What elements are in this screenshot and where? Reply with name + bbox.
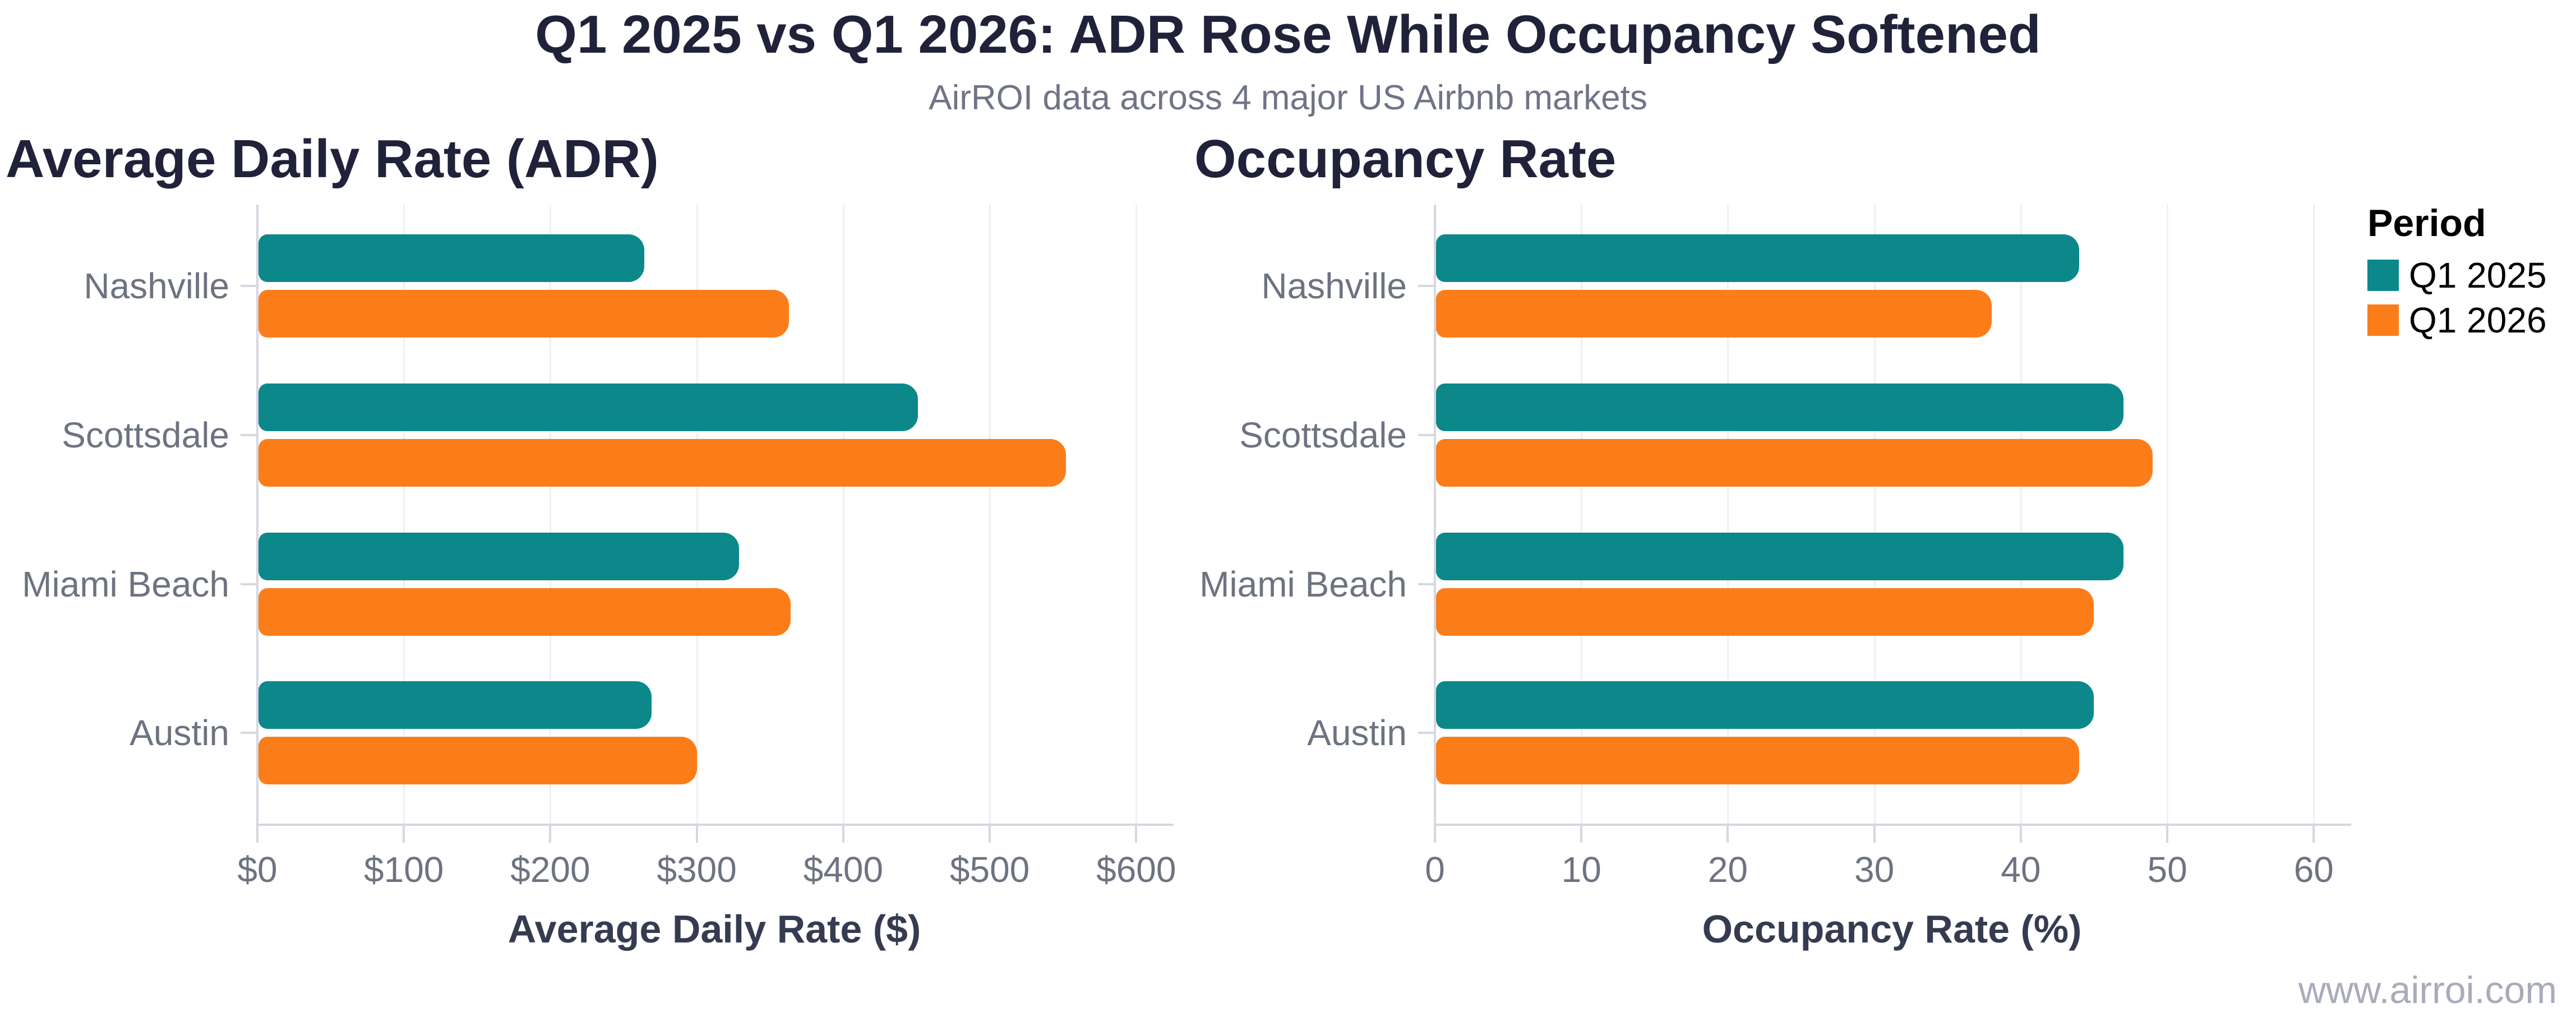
gridline bbox=[2020, 205, 2022, 824]
watermark: www.airroi.com bbox=[2298, 969, 2557, 1011]
x-tick-label: $100 bbox=[364, 849, 444, 890]
bar-q1-2026-miami-beach bbox=[258, 588, 791, 636]
legend-title: Period bbox=[2367, 202, 2486, 244]
category-tick bbox=[241, 433, 256, 436]
bar-q1-2025-austin bbox=[1436, 681, 2094, 729]
category-label: Miami Beach bbox=[22, 563, 229, 604]
y-axis-line bbox=[256, 205, 258, 824]
legend-item-label: Q1 2026 bbox=[2409, 300, 2547, 340]
x-tick-label: 40 bbox=[2001, 849, 2041, 890]
bar-q1-2026-nashville bbox=[258, 290, 790, 338]
gridline bbox=[403, 205, 405, 824]
x-axis-tick bbox=[1873, 826, 1876, 843]
gridline bbox=[989, 205, 991, 824]
bar-q1-2025-nashville bbox=[258, 234, 644, 282]
x-axis-title-0: Average Daily Rate ($) bbox=[507, 907, 921, 951]
gridline bbox=[842, 205, 844, 824]
category-tick bbox=[1418, 583, 1434, 585]
plot-area-occupancy: 0 10 20 30 40 50 60 Nashville Scottsdale Miami Be… bbox=[1199, 205, 2351, 951]
x-tick-label: 60 bbox=[2293, 849, 2334, 890]
legend-item: Q1 2026 bbox=[2367, 300, 2569, 340]
x-tick-label: 10 bbox=[1561, 849, 1601, 890]
bar-q1-2026-austin bbox=[1436, 737, 2080, 785]
gridline bbox=[696, 205, 698, 824]
gridline bbox=[1135, 205, 1138, 824]
bar-q1-2026-nashville bbox=[1436, 290, 1992, 338]
bar-q1-2025-scottsdale bbox=[258, 383, 918, 431]
bar-q1-2026-austin bbox=[258, 737, 697, 785]
figure-title: Q1 2025 vs Q1 2026: ADR Rose While Occup… bbox=[535, 4, 2041, 64]
x-tick-label: 0 bbox=[1425, 849, 1445, 890]
gridline bbox=[2313, 205, 2315, 824]
chart-title-occupancy: Occupancy Rate bbox=[1194, 129, 1617, 189]
bar-q1-2025-miami-beach bbox=[1436, 532, 2123, 580]
x-axis-tick bbox=[1135, 826, 1138, 843]
gridline bbox=[1581, 205, 1583, 824]
x-axis-tick bbox=[1726, 826, 1729, 843]
x-axis-tick bbox=[1580, 826, 1583, 843]
x-axis-tick bbox=[2019, 826, 2022, 843]
x-axis-tick bbox=[549, 826, 552, 843]
category-tick bbox=[1418, 732, 1434, 734]
category-label: Scottsdale bbox=[1239, 414, 1407, 455]
x-axis-tick bbox=[2312, 826, 2315, 843]
category-label: Scottsdale bbox=[62, 414, 229, 455]
gridline bbox=[1727, 205, 1729, 824]
category-tick bbox=[241, 583, 256, 585]
x-tick-label: 20 bbox=[1707, 849, 1748, 890]
category-tick bbox=[241, 285, 256, 287]
bar-q1-2026-miami-beach bbox=[1436, 588, 2094, 636]
x-axis-line bbox=[1434, 824, 2351, 826]
chart-title-adr: Average Daily Rate (ADR) bbox=[6, 129, 659, 189]
x-tick-label: $300 bbox=[657, 849, 737, 890]
x-axis-tick bbox=[2166, 826, 2169, 843]
x-axis-tick bbox=[256, 826, 258, 843]
bar-q1-2026-scottsdale bbox=[1436, 438, 2153, 487]
bar-q1-2025-austin bbox=[258, 681, 652, 729]
x-axis-title-1: Occupancy Rate (%) bbox=[1702, 907, 2082, 951]
figure-subtitle: AirROI data across 4 major US Airbnb mar… bbox=[929, 78, 1647, 117]
legend: Period Q1 2025 Q1 2026 bbox=[2367, 202, 2569, 349]
category-label: Austin bbox=[130, 713, 229, 754]
x-tick-label: 50 bbox=[2147, 849, 2187, 890]
legend-item-label: Q1 2025 bbox=[2409, 255, 2547, 295]
x-tick-label: $600 bbox=[1096, 849, 1176, 890]
x-axis-line bbox=[256, 824, 1174, 826]
category-tick bbox=[241, 732, 256, 734]
x-axis-tick bbox=[403, 826, 405, 843]
x-tick-label: $0 bbox=[237, 849, 278, 890]
x-tick-label: $200 bbox=[510, 849, 590, 890]
bar-q1-2026-scottsdale bbox=[258, 438, 1066, 487]
y-axis-line bbox=[1434, 205, 1436, 824]
gridline bbox=[1873, 205, 1876, 824]
bar-q1-2025-miami-beach bbox=[258, 532, 740, 580]
x-tick-label: $500 bbox=[949, 849, 1030, 890]
category-tick bbox=[1418, 285, 1434, 287]
x-tick-label: $400 bbox=[803, 849, 884, 890]
plot-area-adr: $0 $100 $200 $300 $400 $500 $600 Nashville Scott… bbox=[22, 205, 1176, 951]
x-axis-tick bbox=[989, 826, 991, 843]
gridline bbox=[2167, 205, 2169, 824]
category-label: Austin bbox=[1307, 713, 1407, 754]
category-label: Miami Beach bbox=[1199, 563, 1407, 604]
category-tick bbox=[1418, 433, 1434, 436]
x-axis-tick bbox=[842, 826, 844, 843]
category-label: Nashville bbox=[1261, 266, 1407, 306]
bar-q1-2025-nashville bbox=[1436, 234, 2080, 282]
legend-swatch bbox=[2367, 260, 2399, 291]
legend-swatch bbox=[2367, 304, 2399, 336]
legend-item: Q1 2025 bbox=[2367, 255, 2569, 295]
x-axis-tick bbox=[695, 826, 698, 843]
bar-q1-2025-scottsdale bbox=[1436, 383, 2123, 431]
gridline bbox=[550, 205, 552, 824]
category-label: Nashville bbox=[84, 266, 229, 306]
x-axis-tick bbox=[1434, 826, 1436, 843]
x-tick-label: 30 bbox=[1854, 849, 1895, 890]
